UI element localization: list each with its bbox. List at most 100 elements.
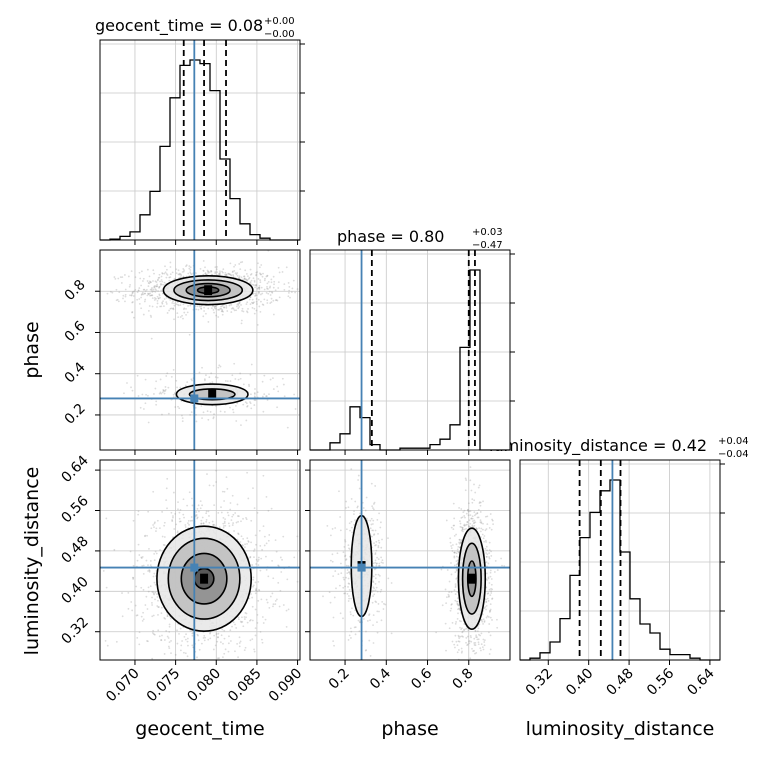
scatter-geocent-time-vs-phase-point <box>249 273 252 276</box>
scatter-geocent-time-vs-luminosity-distance-point <box>170 652 172 654</box>
scatter-geocent-time-vs-phase-point <box>145 288 148 291</box>
scatter-phase-vs-luminosity-distance-point <box>485 608 487 611</box>
scatter-geocent-time-vs-phase-point <box>161 413 163 416</box>
scatter-geocent-time-vs-phase-point <box>235 273 238 276</box>
scatter-geocent-time-vs-phase-point <box>199 267 202 270</box>
scatter-geocent-time-vs-phase-point <box>263 288 266 291</box>
scatter-geocent-time-vs-phase-point <box>143 288 146 291</box>
scatter-phase-vs-luminosity-distance-point <box>453 551 456 554</box>
scatter-geocent-time-vs-luminosity-distance-point <box>196 516 199 519</box>
scatter-phase-vs-luminosity-distance-point <box>476 512 479 514</box>
scatter-geocent-time-vs-luminosity-distance-point <box>168 641 171 643</box>
scatter-geocent-time-vs-luminosity-distance-point <box>253 556 255 559</box>
scatter-phase-vs-luminosity-distance-point <box>371 601 374 604</box>
scatter-geocent-time-vs-phase-point <box>123 274 126 276</box>
scatter-phase-vs-luminosity-distance-point <box>322 595 324 598</box>
scatter-geocent-time-vs-phase-point <box>281 271 284 273</box>
scatter-phase-vs-luminosity-distance-point <box>475 669 477 671</box>
scatter-geocent-time-vs-luminosity-distance-point <box>141 619 144 622</box>
scatter-geocent-time-vs-phase-point <box>228 273 231 276</box>
scatter-geocent-time-vs-luminosity-distance-point <box>262 622 265 624</box>
scatter-geocent-time-vs-phase-point <box>242 403 245 406</box>
scatter-geocent-time-vs-luminosity-distance-point <box>223 629 226 632</box>
scatter-geocent-time-vs-phase-point <box>213 305 216 308</box>
scatter-geocent-time-vs-phase-point <box>179 386 182 389</box>
scatter-geocent-time-vs-phase-point <box>124 293 127 296</box>
scatter-geocent-time-vs-phase-point <box>165 296 168 299</box>
scatter-geocent-time-vs-phase-point <box>156 279 159 282</box>
scatter-phase-vs-luminosity-distance-point <box>350 498 353 500</box>
scatter-geocent-time-vs-luminosity-distance-point <box>254 634 257 637</box>
scatter-phase-vs-luminosity-distance-point <box>453 534 456 537</box>
scatter-phase-vs-luminosity-distance-point <box>489 594 492 597</box>
scatter-phase-vs-luminosity-distance-point <box>466 627 468 630</box>
scatter-phase-vs-luminosity-distance-point <box>366 620 369 622</box>
scatter-geocent-time-vs-luminosity-distance-point <box>151 602 153 604</box>
scatter-geocent-time-vs-phase-point <box>253 312 256 315</box>
scatter-phase-vs-luminosity-distance-point <box>453 556 456 559</box>
scatter-phase-vs-luminosity-distance-point <box>448 627 451 630</box>
scatter-geocent-time-vs-phase-point <box>245 303 248 306</box>
scatter-phase-vs-luminosity-distance-point <box>344 559 347 561</box>
scatter-geocent-time-vs-phase-point <box>270 297 273 300</box>
scatter-phase-vs-luminosity-distance-point <box>482 623 484 625</box>
scatter-phase-vs-luminosity-distance-point <box>326 525 329 527</box>
scatter-geocent-time-vs-phase-point <box>164 265 166 268</box>
scatter-geocent-time-vs-phase-point <box>155 285 158 288</box>
hist-phase-bar <box>450 425 460 450</box>
scatter-geocent-time-vs-phase-point <box>119 276 122 279</box>
scatter-phase-vs-luminosity-distance-point <box>349 548 351 551</box>
scatter-phase-vs-luminosity-distance-point <box>349 529 351 532</box>
scatter-phase-vs-luminosity-distance-point <box>335 587 337 590</box>
scatter-geocent-time-vs-luminosity-distance-ytick-label: 0.32 <box>58 614 91 647</box>
scatter-geocent-time-vs-phase-point <box>253 393 256 395</box>
scatter-phase-vs-luminosity-distance-point <box>501 564 503 567</box>
scatter-geocent-time-vs-luminosity-distance-point <box>186 504 189 507</box>
scatter-phase-vs-luminosity-distance-point <box>344 585 347 588</box>
scatter-geocent-time-vs-luminosity-distance-point <box>154 550 157 553</box>
scatter-geocent-time-vs-luminosity-distance-point <box>253 548 256 551</box>
scatter-geocent-time-vs-luminosity-distance-point <box>145 595 148 598</box>
scatter-phase-vs-luminosity-distance-point <box>372 595 374 597</box>
scatter-geocent-time-vs-luminosity-distance-point <box>186 640 189 643</box>
scatter-phase-vs-luminosity-distance-point <box>376 518 379 521</box>
scatter-phase-vs-luminosity-distance-point <box>490 677 492 679</box>
scatter-geocent-time-vs-phase-point <box>290 291 293 294</box>
scatter-geocent-time-vs-luminosity-distance-point <box>282 535 285 538</box>
scatter-geocent-time-vs-luminosity-distance-point <box>219 641 222 644</box>
scatter-geocent-time-vs-luminosity-distance-point <box>169 617 172 620</box>
scatter-phase-vs-luminosity-distance-point <box>453 643 456 646</box>
scatter-geocent-time-vs-luminosity-distance-point <box>184 652 187 655</box>
scatter-geocent-time-vs-phase-point <box>160 282 162 285</box>
scatter-geocent-time-vs-luminosity-distance-point <box>196 656 198 659</box>
scatter-geocent-time-vs-phase-point <box>263 374 266 377</box>
scatter-geocent-time-vs-luminosity-distance-point <box>231 515 234 518</box>
scatter-geocent-time-vs-phase-point <box>240 276 243 279</box>
scatter-geocent-time-vs-phase-point <box>254 388 256 390</box>
scatter-phase-vs-luminosity-distance-point <box>485 541 487 543</box>
scatter-geocent-time-vs-luminosity-distance-point <box>251 564 254 566</box>
scatter-geocent-time-vs-luminosity-distance-point <box>257 558 260 561</box>
scatter-geocent-time-vs-phase-point <box>272 377 274 380</box>
scatter-phase-vs-luminosity-distance-point <box>469 510 472 513</box>
scatter-geocent-time-vs-luminosity-distance-point <box>153 633 156 636</box>
scatter-phase-vs-luminosity-distance-point <box>454 593 457 596</box>
scatter-phase-vs-luminosity-distance-point <box>474 630 477 633</box>
scatter-phase-vs-luminosity-distance-point <box>454 599 457 602</box>
scatter-geocent-time-vs-phase-point <box>178 272 181 275</box>
scatter-geocent-time-vs-phase-point <box>122 297 124 300</box>
scatter-phase-vs-luminosity-distance-point <box>478 527 481 530</box>
scatter-geocent-time-vs-luminosity-distance-point <box>144 534 147 537</box>
scatter-phase-vs-luminosity-distance-point <box>359 621 361 624</box>
scatter-phase-vs-luminosity-distance-point <box>466 635 469 638</box>
scatter-geocent-time-vs-phase-point <box>198 305 201 308</box>
scatter-geocent-time-vs-phase-point <box>158 276 161 279</box>
scatter-phase-vs-luminosity-distance-point <box>456 597 459 600</box>
scatter-geocent-time-vs-phase-point <box>292 279 295 282</box>
scatter-geocent-time-vs-luminosity-distance-point <box>148 547 150 550</box>
scatter-geocent-time-vs-luminosity-distance-point <box>253 650 256 653</box>
scatter-geocent-time-vs-phase-point <box>189 272 192 275</box>
scatter-phase-vs-luminosity-distance-point <box>463 509 466 512</box>
hist-phase-frame <box>309 249 511 451</box>
scatter-geocent-time-vs-luminosity-distance-point <box>142 611 144 614</box>
